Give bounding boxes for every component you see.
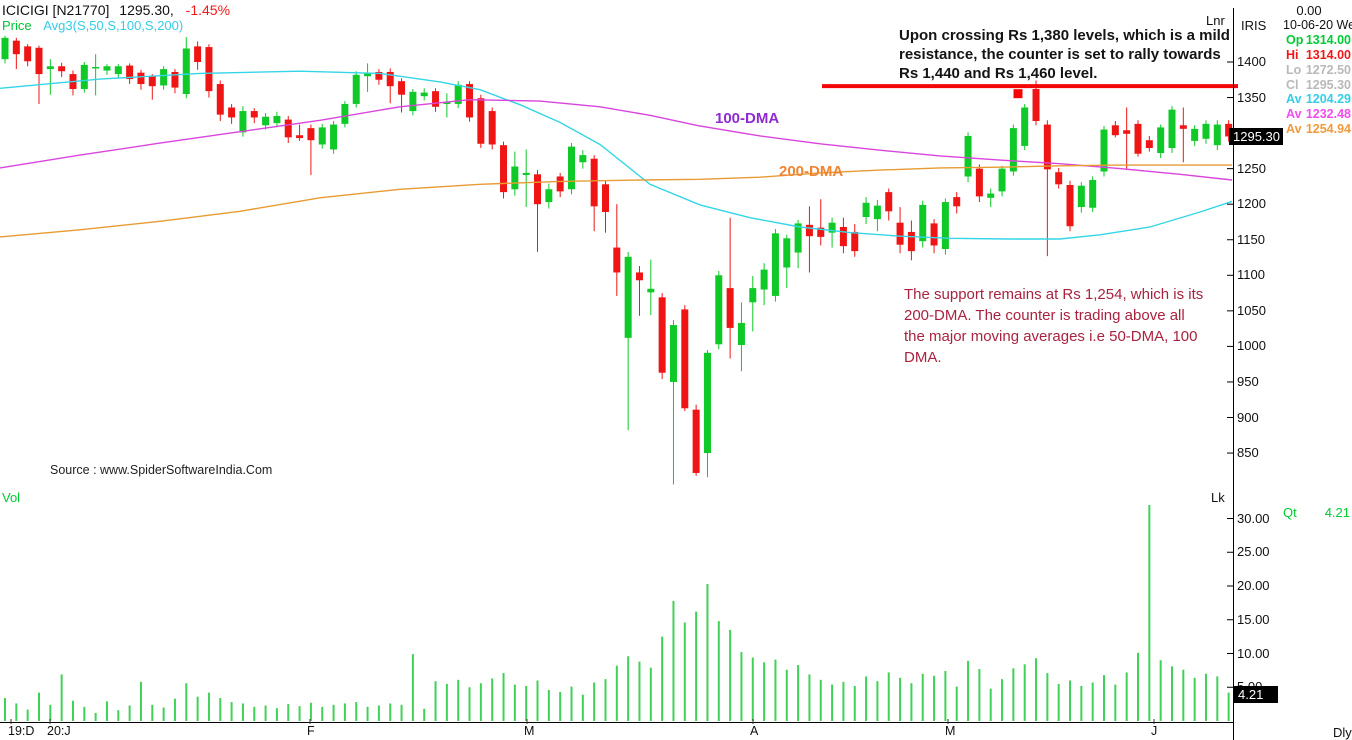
ohlc-info-row-lo2: Lo 1272.50	[1286, 62, 1351, 77]
price-axis-label: 1150	[1237, 231, 1265, 247]
ohlc-info-row-op0: Op 1314.00	[1286, 33, 1351, 47]
scale-mode-toggle[interactable]: Lnr	[1206, 13, 1225, 28]
ma-100-label: 100-DMA	[715, 110, 780, 127]
price-axis-label: 1050	[1237, 302, 1266, 318]
time-axis-label: J	[1151, 724, 1158, 738]
price-axis-label: 1400	[1237, 54, 1266, 69]
price-axis-label: 1350	[1237, 89, 1266, 105]
ma-line-100-DMA	[0, 98, 1233, 181]
annotation-line: Rs 1,440 and Rs 1,460 level.	[899, 65, 1098, 82]
volume-pane-label: Vol	[2, 490, 21, 505]
price-axis-label: 950	[1237, 373, 1259, 389]
ohlc-info-row-hi1: Hi 1314.00	[1286, 47, 1351, 62]
ohlc-info-row-av6: Av 1254.94	[1286, 122, 1351, 137]
price-axis-label: 900	[1237, 409, 1259, 425]
moving-averages-layer	[0, 70, 1233, 240]
resistance-annotation[interactable]: Upon crossing Rs 1,380 levels, which is …	[899, 26, 1230, 83]
price-axis-label: 850	[1237, 445, 1259, 461]
source-credit: Source : www.SpiderSoftwareIndia.Com	[50, 463, 273, 477]
price-axis-label: 1000	[1237, 338, 1266, 354]
symbol-name: ICICIGI [N21770]	[2, 2, 110, 18]
date-label: 10-06-20 We	[1283, 18, 1352, 32]
volume-unit-label: Lk	[1211, 490, 1225, 505]
time-axis-label: M	[945, 724, 956, 738]
ma-line-200-DMA	[0, 164, 1232, 238]
ohlc-info-row-av4: Av 1204.29	[1286, 92, 1351, 107]
ref-value-label: 0.00	[1296, 3, 1322, 18]
change-percent: -1.45%	[185, 2, 231, 18]
annotation-line: 200-DMA. The counter is trading above al…	[904, 307, 1185, 324]
volume-axis-label: 20.00	[1237, 578, 1270, 593]
avg-indicator-label: Avg3(S,50,S,100,S,200)	[43, 18, 184, 33]
annotation-line: The support remains at Rs 1,254, which i…	[904, 286, 1204, 303]
time-axis-label: M	[524, 724, 535, 738]
volume-axis-label: 10.00	[1237, 645, 1270, 661]
annotation-line: DMA.	[904, 349, 942, 366]
last-price: 1295.30,	[119, 2, 174, 18]
time-axis-label: A	[750, 724, 759, 738]
quantity-value: 4.21	[1324, 505, 1350, 520]
indicator-legend: Price Avg3(S,50,S,100,S,200)	[2, 18, 183, 33]
ma-200-label: 200-DMA	[779, 163, 844, 180]
time-axis-label: 19:D	[8, 724, 35, 738]
price-axis-label: 1200	[1237, 196, 1266, 212]
ohlc-info-row-av5: Av 1232.48	[1286, 107, 1351, 122]
quantity-label: Qt	[1283, 505, 1297, 520]
price-axis-label: 1250	[1237, 160, 1266, 176]
price-axis-label: 1100	[1237, 267, 1265, 283]
ma-line-50-DMA	[0, 70, 1233, 240]
support-annotation[interactable]: The support remains at Rs 1,254, which i…	[904, 284, 1203, 368]
app-name-label: IRIS	[1241, 18, 1267, 33]
volume-axis-label: 15.00	[1237, 611, 1270, 627]
current-volume-badge: 4.21	[1234, 686, 1278, 703]
resistance-line-handle[interactable]	[1013, 89, 1023, 99]
time-axis-ticks	[4, 714, 1230, 721]
volume-bars-layer	[4, 505, 1230, 721]
time-axis-label: 20:J	[47, 724, 71, 738]
symbol-title: ICICIGI [N21770] 1295.30, -1.45%	[2, 2, 230, 18]
periodicity-toggle[interactable]: Dly	[1333, 725, 1352, 740]
current-price-badge: 1295.30	[1229, 128, 1283, 145]
annotation-line: resistance, the counter is set to rally …	[899, 46, 1221, 63]
price-series-label: Price	[2, 18, 32, 33]
volume-axis-label: 30.00	[1237, 510, 1270, 526]
annotation-line: Upon crossing Rs 1,380 levels, which is …	[899, 27, 1230, 44]
ohlc-info-row-cl3: Cl 1295.30	[1286, 77, 1351, 92]
annotation-line: the major moving averages i.e 50-DMA, 10…	[904, 328, 1198, 345]
time-axis-label: F	[307, 724, 315, 738]
candles-layer	[1, 35, 1233, 485]
volume-axis-label: 25.00	[1237, 544, 1270, 560]
